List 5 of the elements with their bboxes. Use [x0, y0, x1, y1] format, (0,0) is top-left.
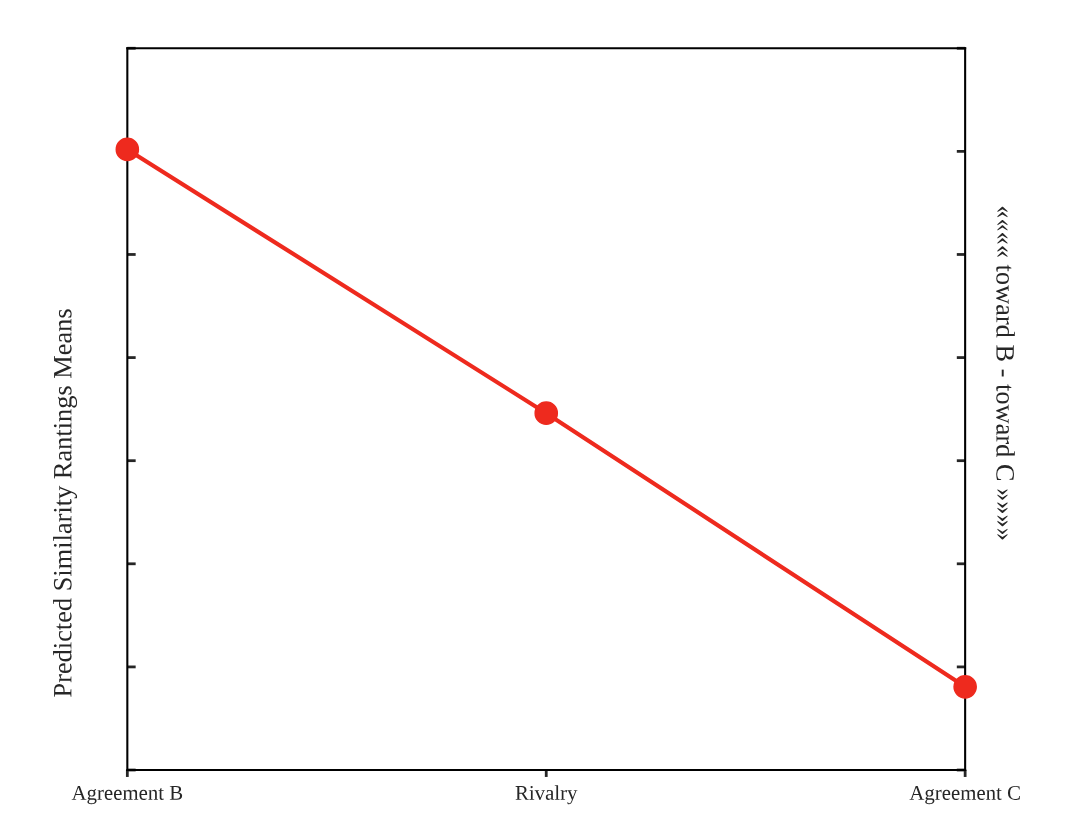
x-tick-label: Agreement B	[71, 785, 183, 805]
x-tick-label: Agreement C	[909, 785, 1020, 805]
y2-axis-title: «««« toward B - toward C »»»»	[996, 206, 1015, 540]
y-axis-title: Predicted Similarity Rantings Means	[53, 309, 78, 697]
x-tick-label: Rivalry	[515, 785, 578, 805]
